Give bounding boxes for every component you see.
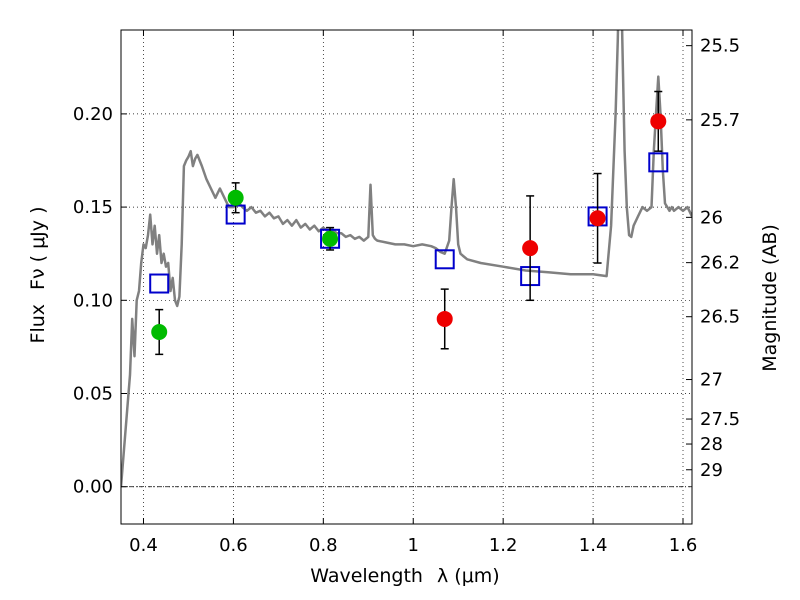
y-axis-label-math: Fν ( μJy )	[27, 207, 49, 290]
model-flux-square	[149, 273, 170, 294]
x-tick-label: 1	[408, 535, 419, 556]
x-tick-label: 0.8	[309, 535, 338, 556]
y-tick-label: 0.05	[73, 384, 113, 405]
y-axis-label-text: Flux	[27, 304, 49, 344]
y-tick-label: 0.00	[73, 477, 113, 498]
y-tick-label: 0.20	[73, 104, 113, 125]
y-tick-label: 0.10	[73, 290, 113, 311]
x-tick-label: 0.4	[129, 535, 158, 556]
y-tick-label: 0.15	[73, 197, 113, 218]
x-tick-label: 1.4	[579, 535, 608, 556]
observed-flux-point	[322, 230, 339, 247]
right-tick-label: 25.7	[700, 110, 740, 131]
observed-flux-point	[227, 189, 244, 206]
right-tick-label: 28	[700, 434, 723, 455]
plot-frame	[120, 29, 693, 525]
right-tick-label: 27.5	[700, 409, 740, 430]
axis-ticks: 0.4 0.6 0.8 1 1.2 1.4 1.6 0.00 0.05 0.10 0.15 0.20 2…	[73, 30, 740, 556]
x-tick-label: 1.2	[489, 535, 518, 556]
x-tick-label: 1.6	[669, 535, 698, 556]
observed-flux-point	[151, 323, 168, 340]
y-axis-label: Flux Fν ( μJy )	[27, 207, 49, 344]
x-axis-label-math: λ (μm)	[437, 565, 500, 587]
x-axis-label-text: Wavelength	[310, 565, 423, 587]
plot-series	[121, 30, 692, 487]
spectrum-line	[121, 30, 692, 487]
observed-flux-point	[589, 210, 606, 227]
x-axis-label: Wavelength λ (μm)	[310, 565, 499, 587]
y-axis-right-label: Magnitude (AB)	[759, 224, 781, 372]
right-tick-label: 26.2	[700, 253, 740, 274]
model-flux-square	[434, 249, 455, 270]
right-tick-label: 26.5	[700, 307, 740, 328]
right-tick-label: 26	[700, 207, 723, 228]
right-tick-label: 29	[700, 460, 723, 481]
observed-flux-point	[522, 240, 539, 257]
right-tick-label: 25.5	[700, 36, 740, 57]
observed-flux-point	[436, 310, 453, 327]
right-tick-label: 27	[700, 370, 723, 391]
x-tick-label: 0.6	[219, 535, 248, 556]
observed-flux-point	[650, 113, 667, 130]
model-flux-square	[648, 152, 669, 173]
